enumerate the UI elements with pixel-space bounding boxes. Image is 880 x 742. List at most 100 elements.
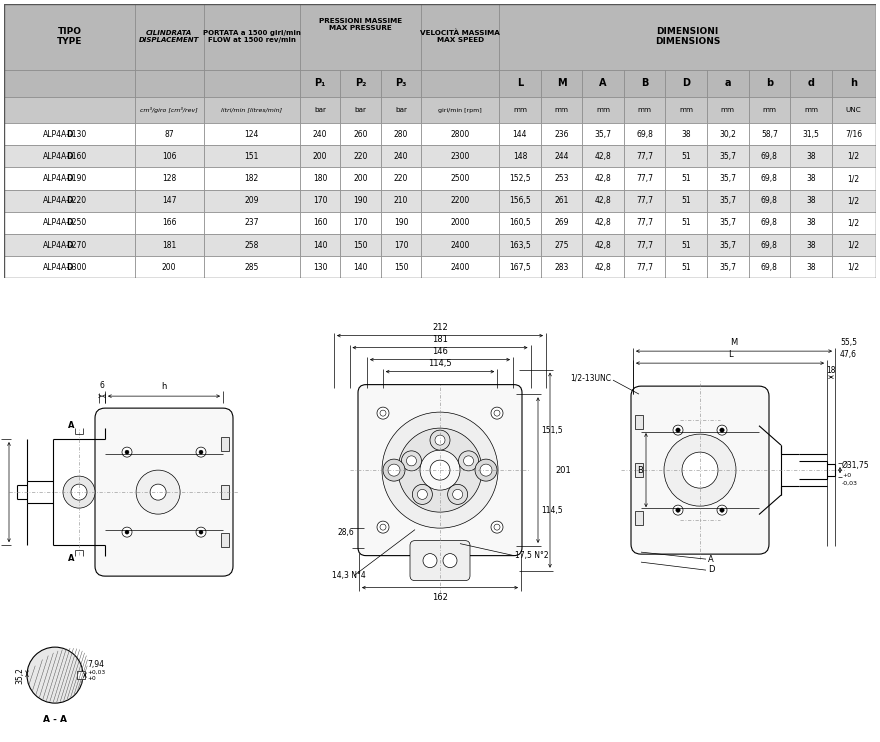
Text: 2000: 2000: [451, 218, 470, 227]
Circle shape: [673, 425, 683, 435]
Bar: [749, 145, 790, 168]
Bar: [135, 4, 203, 70]
Text: 190: 190: [394, 218, 408, 227]
Bar: [635, 415, 643, 429]
Text: mm: mm: [721, 107, 735, 113]
Text: 124: 124: [245, 130, 259, 139]
Text: 2500: 2500: [451, 174, 470, 183]
Bar: [790, 97, 832, 123]
Circle shape: [383, 459, 405, 481]
Text: 42,8: 42,8: [595, 263, 612, 272]
Text: A - A: A - A: [43, 715, 67, 724]
Text: 55,5: 55,5: [840, 338, 857, 347]
Text: -270: -270: [70, 240, 87, 249]
Text: ALP4A-: ALP4A-: [42, 240, 70, 249]
Bar: [4, 70, 135, 97]
Text: 35,7: 35,7: [719, 218, 737, 227]
FancyBboxPatch shape: [631, 386, 769, 554]
Circle shape: [676, 508, 680, 512]
Text: M: M: [730, 338, 737, 347]
Text: 2800: 2800: [451, 130, 470, 139]
Bar: [341, 190, 381, 211]
Circle shape: [475, 459, 497, 481]
Text: ALP4A-: ALP4A-: [42, 263, 70, 272]
Bar: [707, 256, 749, 278]
Bar: [832, 97, 876, 123]
Text: 156,5: 156,5: [509, 196, 531, 206]
Circle shape: [388, 464, 400, 476]
Circle shape: [458, 451, 479, 471]
Bar: [583, 70, 624, 97]
Bar: [624, 211, 665, 234]
Circle shape: [491, 407, 503, 419]
Bar: [221, 437, 229, 451]
Bar: [499, 4, 876, 70]
Text: ALP4A-: ALP4A-: [42, 196, 70, 206]
Text: D: D: [66, 263, 73, 272]
Text: D: D: [682, 79, 690, 88]
Text: 280: 280: [394, 130, 408, 139]
Text: 35,7: 35,7: [719, 240, 737, 249]
Bar: [540, 234, 583, 256]
Text: 69,8: 69,8: [761, 152, 778, 161]
Text: 38: 38: [806, 152, 816, 161]
Circle shape: [199, 450, 203, 454]
Bar: [221, 533, 229, 547]
Bar: [583, 97, 624, 123]
Text: 58,7: 58,7: [761, 130, 778, 139]
Text: B: B: [637, 466, 643, 475]
Text: 253: 253: [554, 174, 568, 183]
Text: 1/2: 1/2: [847, 174, 860, 183]
Text: 210: 210: [394, 196, 408, 206]
Text: 261: 261: [554, 196, 568, 206]
Bar: [4, 97, 135, 123]
Text: 42,8: 42,8: [595, 152, 612, 161]
Circle shape: [136, 470, 180, 514]
Bar: [832, 168, 876, 190]
Text: 77,7: 77,7: [636, 196, 653, 206]
Circle shape: [407, 456, 416, 466]
Text: 47,6: 47,6: [840, 350, 857, 359]
FancyBboxPatch shape: [358, 384, 522, 556]
Bar: [300, 145, 341, 168]
Bar: [499, 234, 540, 256]
Circle shape: [420, 450, 460, 490]
Text: ALP4A-: ALP4A-: [42, 130, 70, 139]
FancyBboxPatch shape: [95, 408, 233, 576]
Text: bar: bar: [314, 107, 326, 113]
Text: D: D: [66, 152, 73, 161]
Text: 1/2: 1/2: [847, 196, 860, 206]
Bar: [665, 97, 707, 123]
Text: ALP4A-: ALP4A-: [42, 174, 70, 183]
Bar: [790, 190, 832, 211]
Bar: [790, 234, 832, 256]
Text: d: d: [808, 79, 815, 88]
Text: mm: mm: [804, 107, 818, 113]
Bar: [707, 234, 749, 256]
Bar: [341, 168, 381, 190]
Bar: [499, 256, 540, 278]
Bar: [4, 145, 135, 168]
Text: 1/2-13UNC: 1/2-13UNC: [570, 374, 611, 383]
Text: D: D: [66, 174, 73, 183]
Text: 30,2: 30,2: [720, 130, 737, 139]
Text: 35,7: 35,7: [719, 152, 737, 161]
Bar: [707, 168, 749, 190]
Text: 151: 151: [245, 152, 259, 161]
Text: 51: 51: [681, 196, 691, 206]
Text: mm: mm: [513, 107, 527, 113]
Bar: [583, 256, 624, 278]
Text: 2400: 2400: [451, 263, 470, 272]
Text: 200: 200: [354, 174, 368, 183]
Bar: [707, 97, 749, 123]
Text: 42,8: 42,8: [595, 240, 612, 249]
Text: 140: 140: [313, 240, 327, 249]
Text: a: a: [724, 79, 731, 88]
Text: +0: +0: [842, 473, 851, 478]
Bar: [749, 256, 790, 278]
Text: 220: 220: [354, 152, 368, 161]
Text: A: A: [68, 554, 74, 563]
Text: B: B: [641, 79, 649, 88]
Bar: [422, 234, 499, 256]
Bar: [221, 485, 229, 499]
